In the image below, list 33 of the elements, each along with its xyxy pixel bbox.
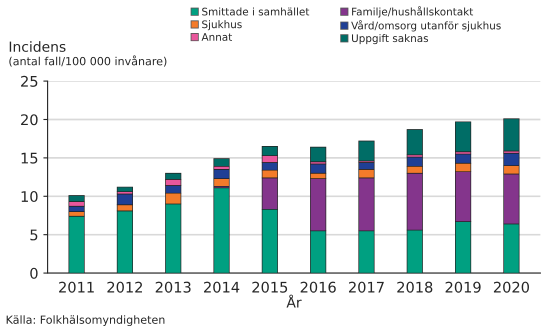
bar (68, 195, 85, 202)
x-axis-title: År (286, 294, 302, 308)
bar (116, 186, 133, 192)
legend-label: Vård/omsorg utanför sjukhus (351, 20, 501, 32)
y-tick-label: 0 (30, 268, 38, 279)
bar (455, 121, 472, 152)
x-tick-label: 2015 (252, 282, 288, 293)
legend-label: Smittade i samhället (202, 7, 310, 16)
x-tick-label: 2018 (397, 282, 432, 293)
legend-label: Uppgift saknas (352, 34, 428, 44)
y-tick-label: 15 (22, 152, 38, 164)
bar (310, 146, 326, 162)
bar (406, 129, 423, 156)
x-tick-label: 2016 (300, 282, 336, 293)
y-tick-label: 20 (21, 114, 38, 126)
bar (213, 158, 230, 167)
legend-label: Annat (202, 33, 232, 41)
y-axis-title: Incidens (10, 41, 66, 52)
chart-subtitle: (antal fall/100 000 invånare) (9, 55, 166, 67)
text: Källa: Folkhälsomyndigheten (6, 315, 164, 326)
x-tick-label: 2013 (156, 282, 191, 293)
x-tick-label: 2012 (107, 282, 142, 293)
y-tick-label: 10 (22, 191, 38, 202)
legend-label: Sjukhus (202, 20, 242, 30)
y-tick-label: 5 (30, 230, 38, 240)
x-tick-label: 2014 (204, 282, 240, 293)
x-tick-label: 2011 (59, 282, 94, 293)
x-tick-label: 2019 (446, 282, 481, 293)
bar (503, 118, 520, 152)
y-tick-label: 25 (21, 76, 38, 87)
legend-label: Familje/hushållskontakt (352, 6, 474, 18)
x-tick-label: 2020 (494, 282, 529, 293)
x-tick-label: 2017 (348, 282, 384, 293)
